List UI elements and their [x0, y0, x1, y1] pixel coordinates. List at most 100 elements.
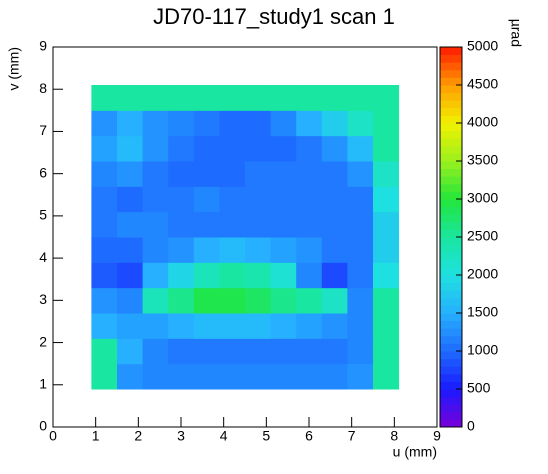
colorbar-tick-label: 5000 — [467, 38, 498, 54]
colorbar-label: µrad — [508, 19, 524, 47]
colorbar-band — [440, 244, 462, 253]
heat-cell — [296, 186, 323, 213]
heat-cell — [91, 110, 118, 137]
heat-cell — [117, 161, 144, 187]
heat-cell — [245, 110, 272, 137]
y-tick-label: 8 — [39, 80, 47, 96]
colorbar-band — [440, 54, 462, 63]
heat-cell — [245, 85, 272, 111]
heat-cell — [142, 237, 169, 263]
heat-cell — [219, 262, 246, 289]
heat-cell — [373, 338, 400, 365]
y-tick-label: 1 — [39, 375, 47, 391]
heat-cell — [270, 161, 297, 187]
y-tick-label: 2 — [39, 333, 47, 349]
colorbar-band — [440, 411, 462, 420]
colorbar-tick-label: 1000 — [467, 342, 498, 358]
colorbar-tick-label: 1500 — [467, 304, 498, 320]
heat-cell — [193, 135, 220, 162]
heat-cell — [193, 287, 220, 314]
heat-cell — [117, 313, 144, 339]
heat-cell — [91, 85, 118, 111]
heat-cell — [219, 363, 246, 390]
heat-cell — [347, 110, 374, 137]
heat-cell — [321, 287, 348, 314]
heat-cell — [347, 135, 374, 162]
colorbar-band — [440, 389, 462, 398]
heat-cell — [117, 338, 144, 365]
heat-cell — [168, 287, 195, 314]
heat-cell — [373, 110, 400, 137]
y-tick-label: 0 — [39, 418, 47, 434]
heat-cell — [270, 338, 297, 365]
colorbar-band — [440, 107, 462, 116]
heat-cell — [296, 262, 323, 289]
x-tick-label: 5 — [262, 428, 270, 444]
colorbar-band — [440, 351, 462, 360]
colorbar-band — [440, 297, 462, 306]
heat-cell — [117, 135, 144, 162]
heat-cell — [193, 313, 220, 339]
heat-cell — [142, 287, 169, 314]
heat-cell — [168, 135, 195, 162]
colorbar-band — [440, 221, 462, 230]
y-tick-label: 7 — [39, 122, 47, 138]
heat-cell — [142, 85, 169, 111]
heat-cell — [347, 338, 374, 365]
heat-cell — [321, 85, 348, 111]
heat-cell — [347, 85, 374, 111]
chart-title: JD70-117_study1 scan 1 — [153, 4, 395, 29]
heat-cell — [91, 338, 118, 365]
heat-cell — [142, 161, 169, 187]
heat-cell — [168, 186, 195, 213]
heat-cell — [245, 313, 272, 339]
colorbar-band — [440, 404, 462, 413]
x-tick-label: 4 — [220, 428, 228, 444]
colorbar-band — [440, 153, 462, 162]
heat-cell — [168, 313, 195, 339]
heat-cell — [373, 161, 400, 187]
x-tick-label: 0 — [49, 428, 57, 444]
colorbar-band — [440, 183, 462, 192]
heat-cell — [193, 211, 220, 238]
x-tick-label: 9 — [433, 428, 441, 444]
colorbar-band — [440, 252, 462, 261]
heat-cell — [321, 313, 348, 339]
heat-cell — [245, 161, 272, 187]
heat-cell — [296, 135, 323, 162]
heat-cell — [193, 110, 220, 137]
colorbar-band — [440, 267, 462, 276]
x-tick-label: 7 — [348, 428, 356, 444]
heat-cell — [373, 135, 400, 162]
colorbar-band — [440, 199, 462, 208]
colorbar-band — [440, 396, 462, 405]
heat-cell — [296, 85, 323, 111]
heat-cell — [91, 262, 118, 289]
heat-cell — [373, 211, 400, 238]
heat-cell — [117, 211, 144, 238]
heat-cell — [245, 287, 272, 314]
heat-cell — [347, 186, 374, 213]
heat-cell — [117, 237, 144, 263]
colorbar-band — [440, 206, 462, 215]
heat-cell — [373, 237, 400, 263]
colorbar-band — [440, 161, 462, 170]
heat-cell — [91, 287, 118, 314]
heat-cell — [373, 85, 400, 111]
heat-cell — [347, 287, 374, 314]
heat-cell — [91, 237, 118, 263]
heat-cell — [193, 338, 220, 365]
colorbar-band — [440, 138, 462, 147]
heat-cell — [142, 262, 169, 289]
colorbar-tick-label: 4000 — [467, 114, 498, 130]
heat-cell — [321, 363, 348, 390]
heat-cell — [270, 211, 297, 238]
colorbar-tick-label: 3500 — [467, 152, 498, 168]
heat-cell — [219, 135, 246, 162]
heat-cell — [245, 186, 272, 213]
heat-cell — [270, 363, 297, 390]
heat-cell — [219, 161, 246, 187]
heat-cell — [347, 262, 374, 289]
